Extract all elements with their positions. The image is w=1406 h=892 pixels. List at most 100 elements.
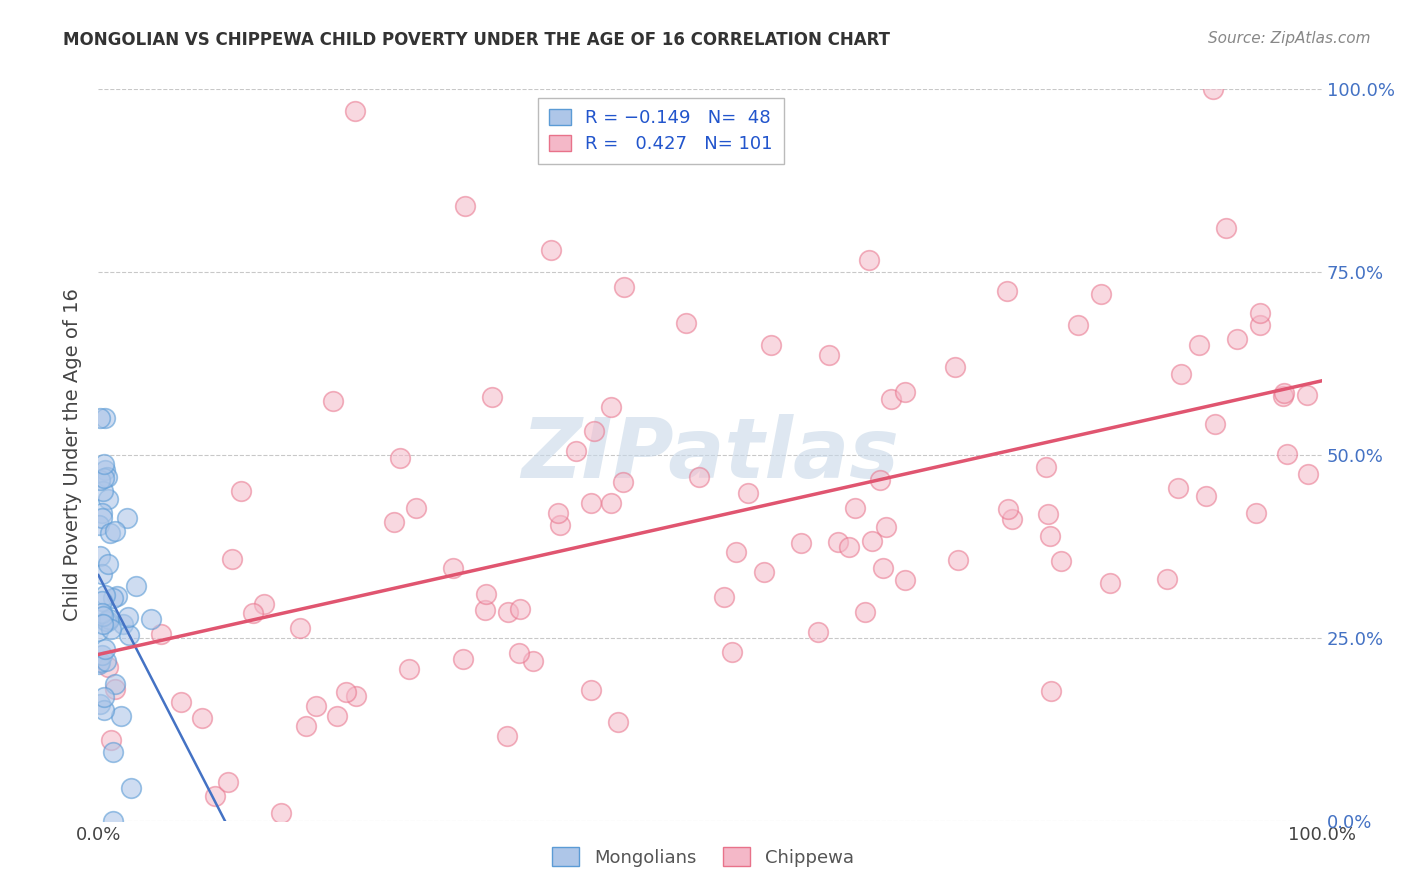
Point — [827, 534, 849, 549]
Point — [304, 698, 326, 713]
Point — [94, 411, 117, 425]
Point — [120, 780, 142, 795]
Point — [288, 621, 311, 635]
Point — [1035, 459, 1057, 474]
Point — [96, 614, 118, 628]
Point — [481, 390, 503, 404]
Point — [720, 645, 742, 659]
Point — [540, 243, 562, 257]
Point — [844, 501, 866, 516]
Point — [1050, 553, 1073, 567]
Point — [943, 360, 966, 375]
Point — [93, 457, 115, 471]
Point — [93, 690, 115, 704]
Text: MONGOLIAN VS CHIPPEWA CHILD POVERTY UNDER THE AGE OF 16 CORRELATION CHART: MONGOLIAN VS CHIPPEWA CHILD POVERTY UNDE… — [63, 31, 890, 49]
Point — [101, 814, 124, 828]
Point — [565, 444, 588, 458]
Point — [1039, 529, 1062, 543]
Point — [761, 338, 783, 352]
Point — [547, 506, 569, 520]
Point — [93, 471, 115, 485]
Point — [1001, 512, 1024, 526]
Point — [1272, 388, 1295, 402]
Point — [1167, 481, 1189, 495]
Point — [111, 617, 134, 632]
Point — [335, 685, 357, 699]
Point — [87, 657, 110, 672]
Point — [101, 746, 124, 760]
Point — [91, 484, 114, 499]
Point — [725, 545, 748, 559]
Point — [91, 510, 114, 524]
Point — [97, 660, 120, 674]
Point — [880, 392, 903, 407]
Point — [104, 682, 127, 697]
Point — [508, 646, 530, 660]
Point — [1039, 683, 1062, 698]
Point — [405, 500, 427, 515]
Point — [89, 411, 111, 425]
Point — [1215, 220, 1237, 235]
Point — [270, 806, 292, 821]
Text: Source: ZipAtlas.com: Source: ZipAtlas.com — [1208, 31, 1371, 46]
Point — [1272, 385, 1295, 400]
Point — [97, 491, 120, 506]
Point — [838, 540, 860, 554]
Point — [860, 533, 883, 548]
Point — [98, 612, 121, 626]
Point — [118, 628, 141, 642]
Point — [98, 525, 121, 540]
Point — [1067, 318, 1090, 333]
Point — [752, 565, 775, 579]
Point — [1098, 576, 1121, 591]
Text: ZIPatlas: ZIPatlas — [522, 415, 898, 495]
Point — [191, 710, 214, 724]
Point — [713, 590, 735, 604]
Point — [872, 560, 894, 574]
Point — [496, 606, 519, 620]
Point — [87, 624, 110, 638]
Point — [89, 697, 111, 711]
Point — [806, 625, 828, 640]
Point — [89, 656, 111, 670]
Point — [96, 470, 118, 484]
Point — [451, 652, 474, 666]
Point — [454, 199, 477, 213]
Point — [170, 695, 193, 709]
Point — [894, 573, 917, 587]
Point — [93, 609, 115, 624]
Point — [1202, 82, 1225, 96]
Point — [675, 316, 697, 330]
Point — [948, 552, 970, 566]
Point — [89, 549, 111, 564]
Point — [242, 607, 264, 621]
Point — [441, 561, 464, 575]
Point — [97, 557, 120, 571]
Point — [229, 484, 252, 499]
Point — [91, 567, 114, 582]
Point — [579, 495, 602, 509]
Point — [818, 348, 841, 362]
Point — [474, 603, 496, 617]
Point — [606, 714, 628, 729]
Legend: Mongolians, Chippewa: Mongolians, Chippewa — [546, 840, 860, 874]
Point — [579, 683, 602, 698]
Point — [104, 524, 127, 539]
Point — [600, 496, 623, 510]
Point — [997, 501, 1019, 516]
Point — [104, 677, 127, 691]
Point — [221, 552, 243, 566]
Point — [1275, 447, 1298, 461]
Point — [875, 520, 897, 534]
Point — [100, 733, 122, 747]
Point — [125, 579, 148, 593]
Y-axis label: Child Poverty Under the Age of 16: Child Poverty Under the Age of 16 — [63, 288, 82, 622]
Point — [1036, 507, 1059, 521]
Point — [322, 393, 344, 408]
Point — [853, 605, 876, 619]
Point — [1226, 332, 1249, 346]
Point — [1156, 572, 1178, 586]
Point — [115, 510, 138, 524]
Point — [94, 654, 117, 668]
Point — [204, 789, 226, 803]
